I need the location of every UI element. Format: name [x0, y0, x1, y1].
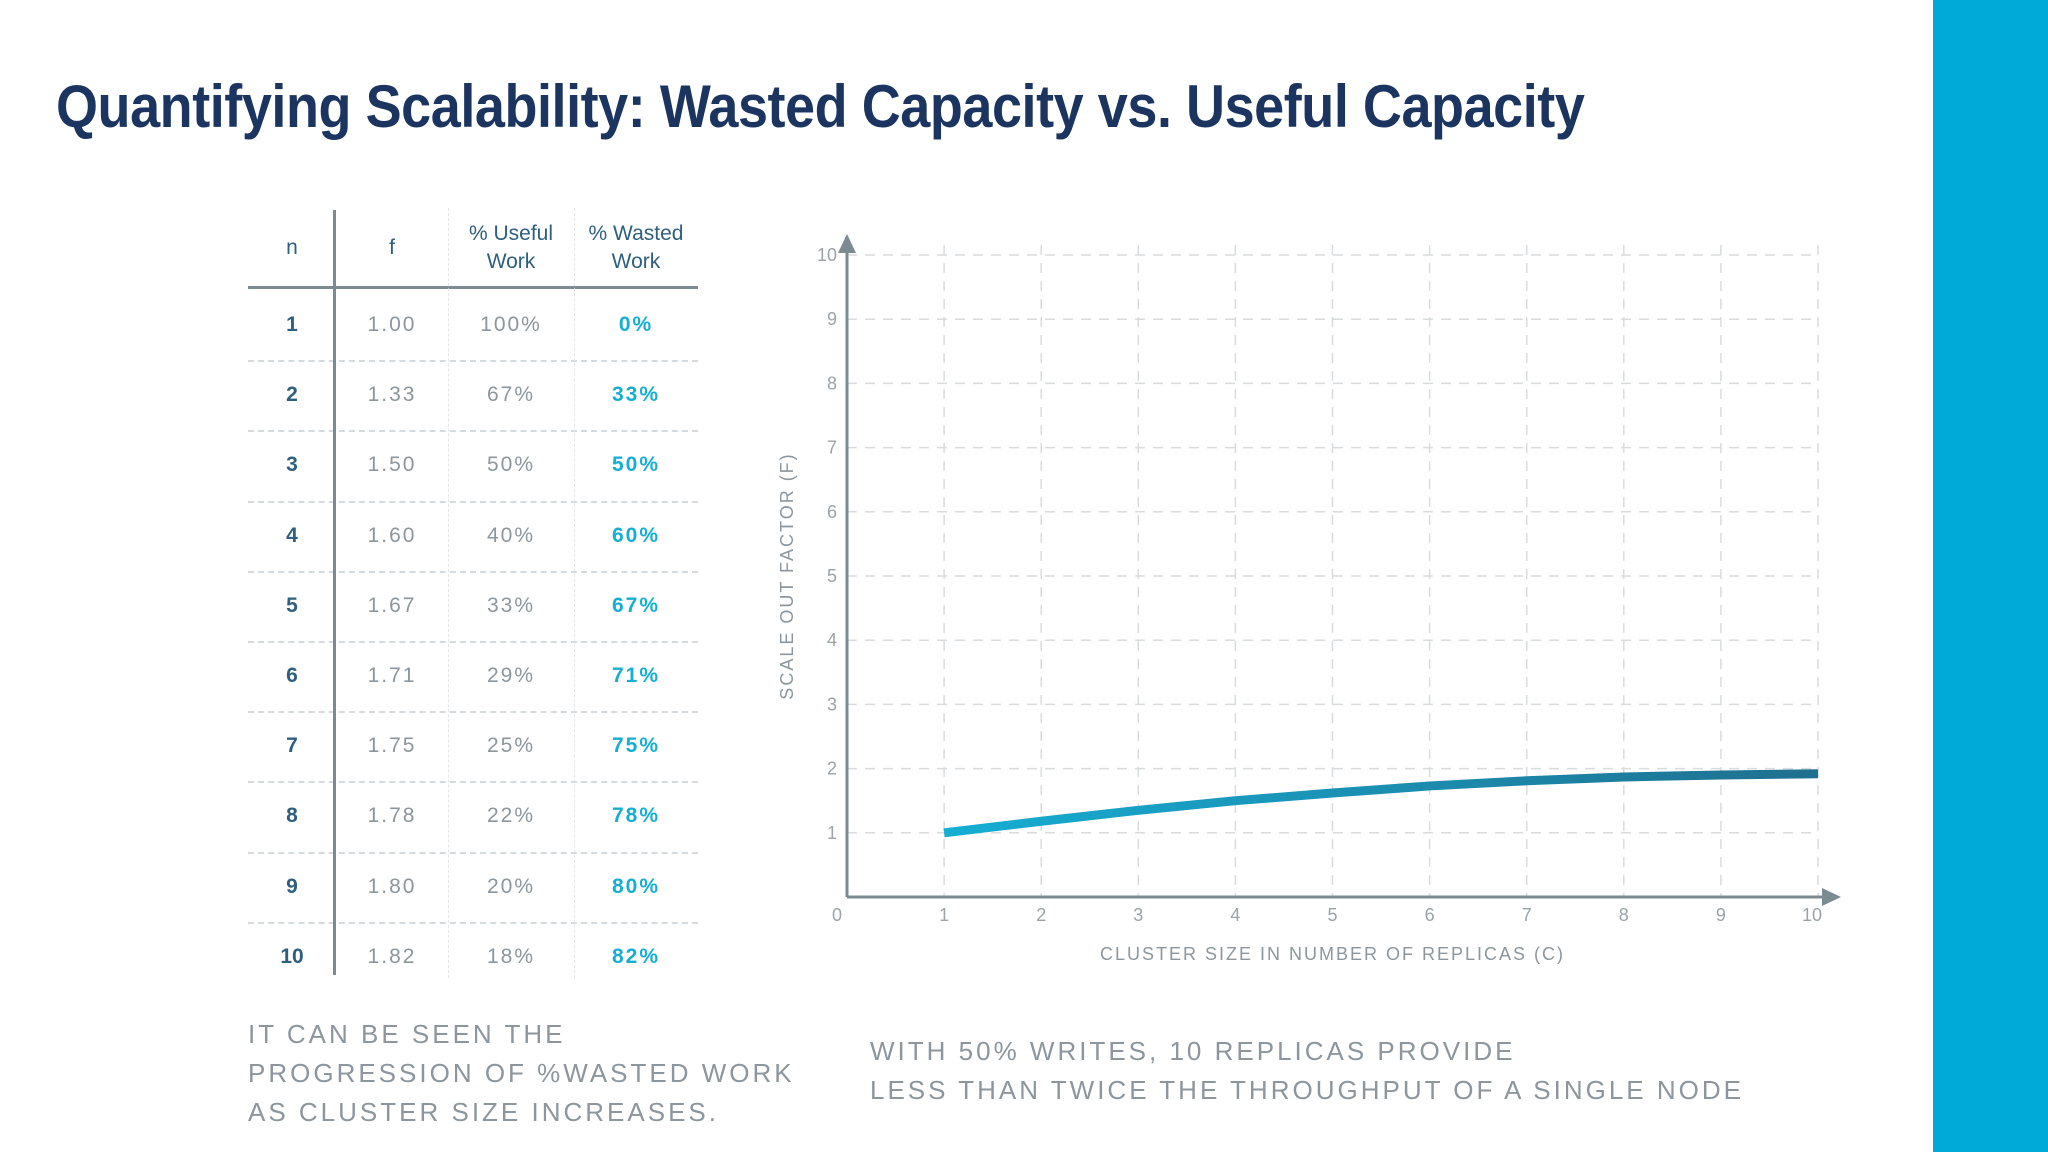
y-tick-label: 1: [827, 823, 837, 843]
y-tick-label: 5: [827, 566, 837, 586]
cell-useful: 40%: [486, 523, 536, 547]
row-divider: [248, 781, 698, 784]
x-tick-label: 8: [1619, 905, 1629, 925]
chart-caption-line1: WITH 50% WRITES, 10 REPLICAS PROVIDE: [870, 1036, 1516, 1066]
y-tick-label: 9: [827, 309, 837, 329]
cell-wasted: 78%: [611, 804, 661, 828]
row-divider: [248, 641, 698, 643]
table-caption-line2: PROGRESSION OF %WASTED WORK: [248, 1058, 795, 1088]
cell-n: 6: [286, 664, 298, 687]
cell-wasted: 71%: [611, 664, 661, 687]
y-tick-label: 4: [827, 630, 837, 650]
cell-wasted: 67%: [611, 593, 661, 617]
series-line: [943, 769, 1819, 838]
x-tick-label: 1: [939, 905, 949, 925]
cell-f: 1.33: [367, 383, 417, 407]
header-rule: [248, 286, 698, 289]
row-divider: [248, 921, 698, 924]
x-tick-label: 3: [1133, 905, 1143, 925]
cell-n: 2: [286, 383, 298, 407]
y-tick-label: 10: [817, 245, 837, 265]
row-divider: [248, 500, 698, 503]
cell-n: 4: [286, 523, 298, 547]
cell-wasted: 82%: [611, 944, 661, 968]
cell-wasted: 75%: [611, 734, 661, 758]
cell-n: 10: [280, 944, 304, 968]
cell-wasted: 50%: [611, 453, 661, 477]
row-divider: [248, 570, 698, 573]
x-tick-label: 0: [832, 905, 842, 925]
x-tick-label: 10: [1802, 905, 1822, 925]
row-divider: [248, 430, 698, 433]
x-tick-label: 4: [1230, 905, 1240, 925]
cell-n: 9: [286, 874, 298, 898]
y-tick-label: 6: [827, 502, 837, 522]
scalability-table: n f % Useful Work % Wasted Work 1 1.00 100% 0…: [248, 208, 698, 978]
column-divider: [574, 208, 575, 978]
y-tick-label: 8: [827, 373, 837, 393]
cell-useful: 25%: [486, 734, 536, 758]
cell-n: 1: [286, 313, 298, 336]
cell-n: 3: [286, 453, 298, 477]
cell-f: 1.82: [367, 944, 417, 968]
table-caption-line3: AS CLUSTER SIZE INCREASES.: [248, 1097, 719, 1127]
cell-useful: 20%: [486, 874, 536, 898]
chart-caption: WITH 50% WRITES, 10 REPLICAS PROVIDE LES…: [870, 1032, 1744, 1110]
table-caption: IT CAN BE SEEN THE PROGRESSION OF %WASTE…: [248, 1015, 795, 1132]
x-tick-label: 7: [1522, 905, 1532, 925]
row-divider: [248, 851, 698, 854]
cell-useful: 67%: [486, 383, 536, 407]
table-caption-line1: IT CAN BE SEEN THE: [248, 1019, 566, 1049]
n-column-rule: [333, 210, 336, 975]
x-tick-label: 6: [1425, 905, 1435, 925]
cell-n: 5: [286, 593, 298, 617]
y-axis-label: SCALE OUT FACTOR (F): [777, 452, 797, 699]
cell-wasted: 80%: [611, 874, 661, 898]
header-f: f: [389, 236, 395, 259]
cell-useful: 33%: [486, 593, 536, 617]
cell-useful: 29%: [486, 664, 536, 687]
column-divider: [448, 208, 449, 978]
cell-useful: 100%: [480, 313, 542, 336]
cell-f: 1.75: [367, 734, 417, 758]
x-tick-label: 2: [1036, 905, 1046, 925]
x-axis-label: CLUSTER SIZE IN NUMBER OF REPLICAS (C): [1100, 944, 1565, 964]
chart-caption-line2: LESS THAN TWICE THE THROUGHPUT OF A SING…: [870, 1075, 1744, 1105]
cell-wasted: 60%: [611, 523, 661, 547]
cell-n: 8: [286, 804, 298, 828]
cell-f: 1.60: [367, 523, 417, 547]
cell-f: 1.80: [367, 874, 417, 898]
x-tick-label: 9: [1716, 905, 1726, 925]
header-useful-work: % Useful Work: [448, 208, 574, 288]
cell-f: 1.00: [367, 313, 417, 336]
header-wasted-work: % Wasted Work: [574, 208, 698, 288]
y-tick-label: 7: [827, 438, 837, 458]
cell-wasted: 0%: [618, 313, 654, 336]
cell-useful: 18%: [486, 944, 536, 968]
x-axis-arrow-icon: [1822, 888, 1841, 906]
cell-wasted: 33%: [611, 383, 661, 407]
row-divider: [248, 360, 698, 363]
row-divider: [248, 711, 698, 714]
slide-title: Quantifying Scalability: Wasted Capacity…: [56, 73, 1585, 140]
x-tick-label: 5: [1327, 905, 1337, 925]
cell-f: 1.50: [367, 453, 417, 477]
accent-bar: [1933, 0, 2048, 1152]
header-useful-line2: Work: [486, 250, 536, 273]
cell-f: 1.78: [367, 804, 417, 828]
header-useful-line1: % Useful: [468, 222, 554, 245]
y-tick-label: 2: [827, 759, 837, 779]
cell-useful: 22%: [486, 804, 536, 828]
cell-useful: 50%: [486, 453, 536, 477]
y-tick-label: 3: [827, 694, 837, 714]
cell-n: 7: [286, 734, 298, 758]
y-axis-arrow-icon: [838, 234, 856, 253]
header-wasted-line1: % Wasted: [588, 222, 684, 245]
cell-f: 1.71: [367, 664, 417, 687]
cell-f: 1.67: [367, 593, 417, 617]
header-wasted-line2: Work: [611, 250, 661, 273]
header-n: n: [286, 236, 298, 259]
